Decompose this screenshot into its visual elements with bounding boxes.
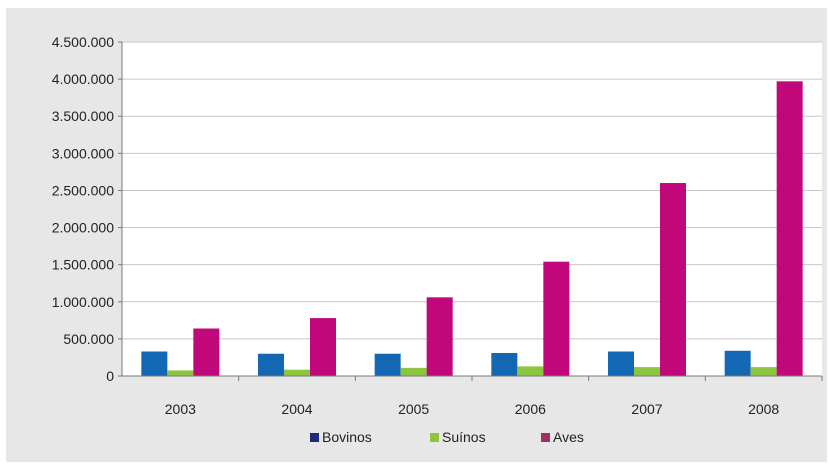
x-tick-label: 2006 bbox=[515, 401, 546, 417]
y-tick-label: 4.000.000 bbox=[52, 71, 114, 87]
chart-frame: 0 500.000 1.000.000 1.500.000 2.000.000 2.500… bbox=[6, 8, 827, 462]
bar-aves-2007 bbox=[660, 183, 686, 376]
legend-label-sunos: Suínos bbox=[442, 429, 486, 445]
x-tick-label: 2008 bbox=[748, 401, 779, 417]
bar-bovinos-2004 bbox=[258, 353, 284, 376]
axes: 0 500.000 1.000.000 1.500.000 2.000.000 2.500… bbox=[52, 34, 823, 417]
bar-chart: 0 500.000 1.000.000 1.500.000 2.000.000 2.500… bbox=[52, 34, 823, 445]
bar-bovinos-2006 bbox=[491, 352, 518, 376]
y-tick-label: 2.500.000 bbox=[52, 182, 114, 198]
legend: Bovinos Suínos Aves bbox=[310, 429, 584, 445]
bar-sunos-2004 bbox=[284, 369, 310, 376]
gridlines bbox=[122, 41, 822, 340]
plot-area bbox=[122, 42, 822, 376]
legend-swatch-aves bbox=[541, 433, 550, 442]
bar-aves-2003 bbox=[193, 328, 220, 376]
y-tick-label: 500.000 bbox=[63, 331, 114, 347]
y-tick-label: 1.000.000 bbox=[52, 294, 114, 310]
bar-bovinos-2008 bbox=[724, 350, 751, 376]
bar-sunos-2008 bbox=[750, 367, 777, 376]
bar-bovinos-2007 bbox=[608, 351, 634, 376]
bar-bovinos-2003 bbox=[141, 351, 168, 376]
y-tick-label: 1.500.000 bbox=[52, 257, 114, 273]
y-tick-label: 3.500.000 bbox=[52, 108, 114, 124]
x-tick-label: 2004 bbox=[281, 401, 312, 417]
bars bbox=[141, 81, 803, 377]
x-tick-label: 2007 bbox=[631, 401, 662, 417]
bar-sunos-2003 bbox=[167, 370, 194, 376]
x-tick-label: 2005 bbox=[398, 401, 429, 417]
bar-aves-2006 bbox=[543, 261, 570, 376]
x-tick-label: 2003 bbox=[165, 401, 196, 417]
legend-label-aves: Aves bbox=[553, 429, 584, 445]
legend-label-bovinos: Bovinos bbox=[322, 429, 372, 445]
y-tick-label: 2.000.000 bbox=[52, 220, 114, 236]
bar-bovinos-2005 bbox=[374, 353, 401, 376]
bar-sunos-2005 bbox=[400, 367, 427, 376]
bar-aves-2004 bbox=[310, 318, 336, 376]
bar-sunos-2006 bbox=[517, 366, 544, 376]
y-tick-label: 3.000.000 bbox=[52, 145, 114, 161]
legend-swatch-sunos bbox=[430, 433, 439, 442]
bar-sunos-2007 bbox=[634, 367, 660, 376]
bar-aves-2008 bbox=[776, 81, 803, 377]
bar-aves-2005 bbox=[426, 297, 453, 376]
y-tick-label: 0 bbox=[106, 368, 114, 384]
legend-swatch-bovinos bbox=[310, 433, 319, 442]
y-tick-label: 4.500.000 bbox=[52, 34, 114, 50]
